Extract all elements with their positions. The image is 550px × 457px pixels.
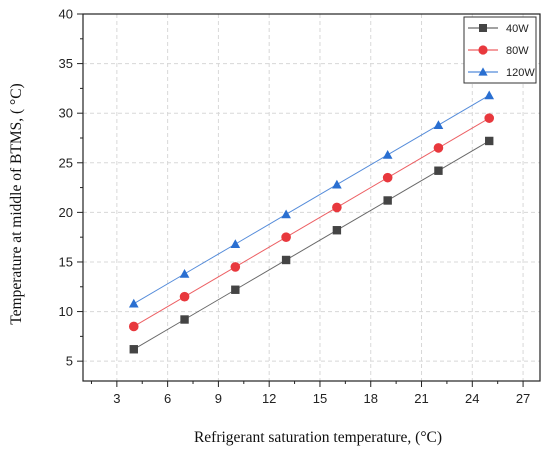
y-tick-label: 15: [59, 254, 73, 269]
legend-label: 40W: [506, 23, 529, 35]
y-tick-label: 35: [59, 56, 73, 71]
data-point: [180, 315, 189, 324]
y-tick-label: 20: [59, 205, 73, 220]
y-axis-title: Temperature at middle of BTMS, ( °C): [8, 83, 25, 324]
series-line: [133, 117, 490, 327]
x-tick-label: 15: [313, 391, 327, 406]
series-40W: [129, 136, 494, 354]
data-point: [383, 196, 392, 205]
data-point: [434, 166, 443, 175]
y-tick-label: 40: [59, 7, 73, 22]
x-tick-label: 9: [215, 391, 222, 406]
series-80W: [128, 113, 495, 332]
data-point: [128, 321, 139, 332]
data-point: [485, 136, 494, 146]
data-point: [128, 298, 139, 308]
data-point: [382, 150, 393, 159]
x-tick-label: 24: [465, 391, 479, 406]
data-point: [332, 226, 342, 235]
data-point: [332, 179, 342, 189]
series-line: [133, 94, 490, 305]
legend-marker: [479, 24, 487, 32]
data-point: [433, 120, 444, 129]
data-point: [382, 172, 393, 183]
legend-marker: [478, 45, 488, 55]
axes: 3 6 9 12 15 18 21 24 27 5 10 15 20 25 30 35 40: [59, 7, 541, 406]
series-120W: [128, 90, 495, 308]
data-point: [281, 232, 291, 242]
data-point: [179, 291, 190, 302]
legend-label: 120W: [506, 67, 535, 79]
data-point: [484, 90, 495, 100]
legend: 40W 80W 120W: [463, 16, 537, 84]
x-tick-label: 27: [516, 391, 530, 406]
data-point: [332, 202, 342, 213]
data-point: [230, 239, 241, 248]
x-tick-label: 3: [113, 391, 120, 406]
y-tick-label: 25: [59, 155, 73, 170]
x-tick-label: 6: [164, 391, 171, 406]
y-tick-label: 10: [59, 304, 73, 319]
data-point: [281, 209, 291, 219]
data-point: [433, 143, 444, 153]
x-tick-label: 12: [262, 391, 276, 406]
y-tick-label: 30: [59, 106, 73, 121]
legend-marker: [478, 67, 488, 76]
y-tick-label: 5: [66, 354, 73, 369]
x-tick-label: 18: [364, 391, 378, 406]
x-tick-label: 21: [414, 391, 428, 406]
series-line: [133, 140, 490, 350]
data-point: [484, 113, 495, 123]
legend-label: 80W: [506, 45, 529, 57]
data-point: [281, 255, 291, 265]
data-point: [129, 345, 138, 354]
x-axis-title: Refrigerant saturation temperature, (°C): [194, 429, 442, 446]
plot-frame: [82, 13, 541, 382]
series-layer: [128, 90, 495, 354]
data-point: [231, 285, 240, 294]
data-point: [230, 262, 241, 272]
data-point: [179, 269, 190, 278]
